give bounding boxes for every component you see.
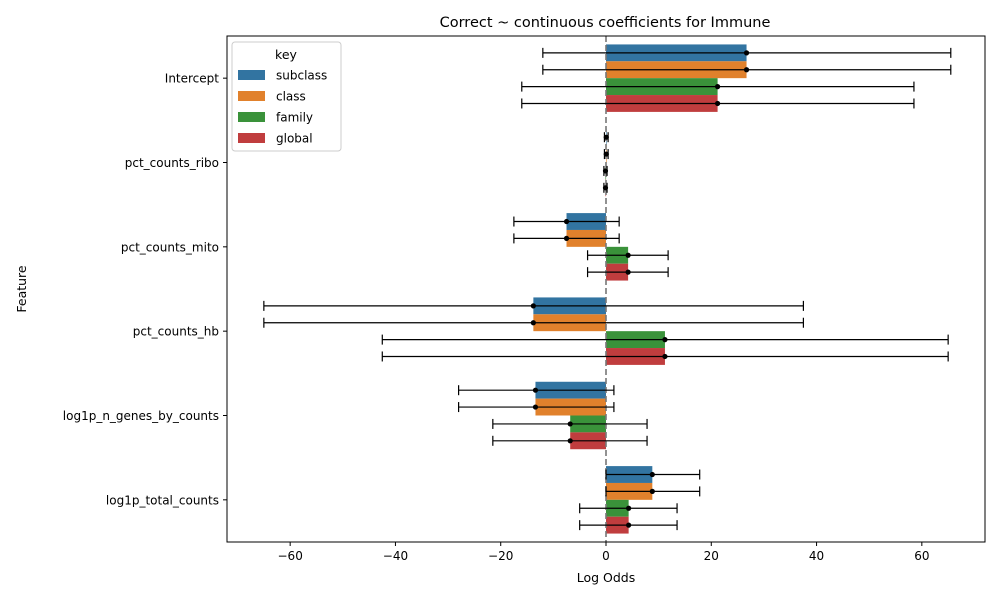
legend-swatch-family bbox=[238, 112, 265, 122]
point-family-pct_counts_ribo bbox=[602, 168, 609, 174]
y-tick-label: pct_counts_mito bbox=[121, 240, 219, 254]
x-axis-label: Log Odds bbox=[577, 570, 636, 585]
x-tick-label: 60 bbox=[914, 549, 929, 563]
error-bar-subclass-Intercept bbox=[542, 47, 952, 58]
point-global-Intercept bbox=[714, 100, 721, 107]
point-subclass-Intercept bbox=[743, 50, 750, 56]
y-tick-label: log1p_n_genes_by_counts bbox=[63, 409, 219, 423]
error-bar-subclass-log1p_n_genes_by_counts bbox=[458, 385, 615, 396]
error-bar-family-log1p_n_genes_by_counts bbox=[492, 418, 648, 429]
error-bar-class-log1p_total_counts bbox=[605, 486, 701, 497]
point-class-pct_counts_ribo bbox=[603, 151, 609, 157]
error-bar-class-pct_counts_mito bbox=[513, 233, 620, 244]
x-tick-label: −60 bbox=[278, 549, 303, 563]
point-subclass-log1p_n_genes_by_counts bbox=[532, 387, 539, 393]
legend-box bbox=[231, 41, 342, 152]
legend-label-family: family bbox=[276, 111, 313, 125]
error-bar-class-Intercept bbox=[542, 64, 952, 75]
error-bar-subclass-pct_counts_ribo bbox=[603, 132, 609, 143]
error-bar-class-pct_counts_ribo bbox=[603, 149, 609, 160]
error-bar-subclass-pct_counts_hb bbox=[263, 300, 804, 311]
point-class-pct_counts_mito bbox=[563, 235, 570, 241]
error-bar-family-pct_counts_ribo bbox=[602, 165, 609, 176]
chart-title: Correct ~ continuous coefficients for Im… bbox=[440, 15, 771, 31]
y-tick-label: Intercept bbox=[165, 72, 220, 86]
point-global-pct_counts_mito bbox=[625, 269, 631, 275]
legend-swatch-class bbox=[238, 91, 265, 101]
point-global-log1p_total_counts bbox=[626, 522, 632, 528]
x-tick-label: 40 bbox=[809, 549, 824, 563]
error-bar-global-log1p_n_genes_by_counts bbox=[492, 435, 648, 446]
point-subclass-pct_counts_hb bbox=[530, 303, 536, 309]
x-tick-label: 20 bbox=[704, 549, 719, 563]
error-bar-family-pct_counts_mito bbox=[586, 250, 669, 261]
point-subclass-pct_counts_ribo bbox=[603, 134, 609, 140]
point-global-pct_counts_ribo bbox=[602, 185, 609, 191]
y-tick-label: pct_counts_ribo bbox=[125, 156, 219, 170]
error-bar-family-pct_counts_hb bbox=[381, 334, 949, 345]
legend-swatch-subclass bbox=[238, 70, 265, 80]
x-tick-label: −40 bbox=[383, 549, 408, 563]
legend-label-class: class bbox=[276, 90, 306, 104]
error-bar-global-Intercept bbox=[521, 98, 915, 109]
legend-title: key bbox=[275, 47, 297, 62]
point-family-Intercept bbox=[714, 84, 721, 90]
error-bar-class-pct_counts_hb bbox=[263, 317, 804, 328]
error-bar-subclass-pct_counts_mito bbox=[513, 216, 620, 227]
point-subclass-pct_counts_mito bbox=[563, 218, 570, 225]
legend-label-subclass: subclass bbox=[276, 69, 327, 83]
x-tick-label: 0 bbox=[602, 549, 610, 563]
point-class-Intercept bbox=[743, 67, 750, 73]
point-global-log1p_n_genes_by_counts bbox=[567, 438, 573, 444]
y-axis-label: Feature bbox=[14, 265, 29, 313]
error-bar-subclass-log1p_total_counts bbox=[605, 469, 701, 480]
y-tick-label: log1p_total_counts bbox=[106, 493, 219, 507]
plot-frame bbox=[226, 35, 986, 543]
error-bar-family-Intercept bbox=[521, 81, 915, 92]
point-family-log1p_n_genes_by_counts bbox=[567, 421, 573, 427]
error-bar-global-log1p_total_counts bbox=[579, 520, 678, 531]
legend-swatch-global bbox=[238, 133, 265, 143]
point-class-log1p_n_genes_by_counts bbox=[532, 404, 539, 410]
x-tick-label: −20 bbox=[488, 549, 513, 563]
error-bar-global-pct_counts_ribo bbox=[602, 182, 609, 193]
error-bar-family-log1p_total_counts bbox=[579, 503, 678, 514]
point-subclass-log1p_total_counts bbox=[649, 471, 655, 478]
point-family-pct_counts_hb bbox=[662, 337, 668, 343]
y-tick-label: pct_counts_hb bbox=[133, 325, 219, 339]
point-global-pct_counts_hb bbox=[662, 353, 668, 360]
legend: key subclass class family global bbox=[231, 41, 342, 152]
point-class-log1p_total_counts bbox=[649, 488, 655, 494]
legend-label-global: global bbox=[276, 132, 313, 146]
point-class-pct_counts_hb bbox=[530, 320, 536, 326]
error-bar-global-pct_counts_hb bbox=[381, 351, 949, 362]
error-bar-global-pct_counts_mito bbox=[586, 267, 669, 278]
point-family-log1p_total_counts bbox=[626, 505, 632, 511]
point-family-pct_counts_mito bbox=[625, 252, 631, 258]
error-bar-class-log1p_n_genes_by_counts bbox=[458, 402, 615, 413]
